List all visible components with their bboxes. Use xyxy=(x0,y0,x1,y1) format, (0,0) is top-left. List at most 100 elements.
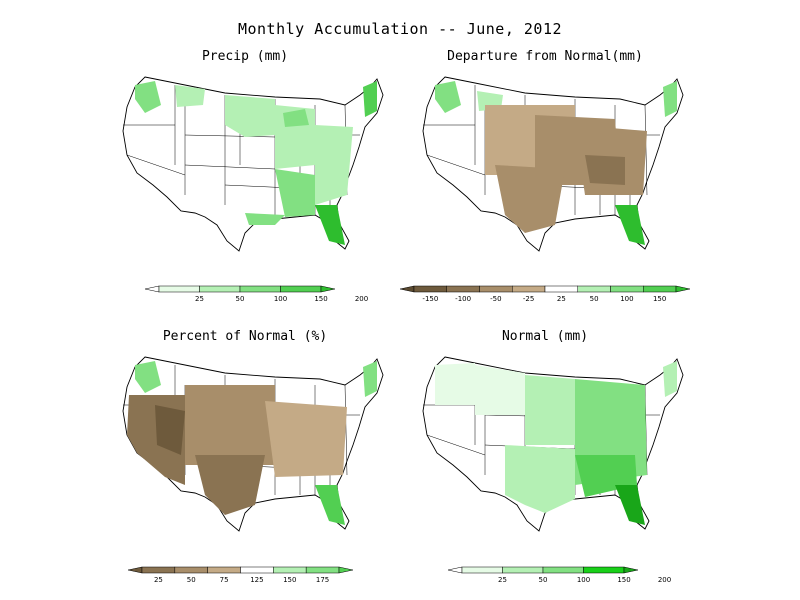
legend-label: 50 xyxy=(590,295,599,303)
legend-swatch xyxy=(447,566,463,574)
legend-swatch xyxy=(583,566,625,574)
departure-map-title: Departure from Normal(mm) xyxy=(447,49,643,64)
state-boundary xyxy=(184,164,276,170)
shaded-region xyxy=(265,401,347,477)
legend-swatch xyxy=(338,566,354,574)
legend-swatch xyxy=(240,566,274,574)
legend-label: 50 xyxy=(187,576,196,584)
percent-shading xyxy=(127,361,377,525)
departure-legend: -150 -100 -50 -25 25 50 100 150 xyxy=(399,284,691,306)
legend-label: 175 xyxy=(316,576,329,584)
legend-label: 25 xyxy=(498,576,507,584)
legend-label: 150 xyxy=(617,576,630,584)
state-boundary xyxy=(426,154,486,176)
shaded-region xyxy=(135,361,161,393)
normal-map-panel: Normal (mm) xyxy=(395,329,695,535)
normal-map-title: Normal (mm) xyxy=(501,329,589,344)
percent-map-panel: Percent of Normal (%) xyxy=(95,329,395,535)
legend-swatch xyxy=(577,285,611,293)
legend-label: 100 xyxy=(577,576,590,584)
legend-swatch xyxy=(273,566,307,574)
legend-swatch xyxy=(461,566,503,574)
page-title: Monthly Accumulation -- June, 2012 xyxy=(237,20,563,38)
precip-map-panel: Precip (mm) xyxy=(95,49,395,255)
percent-legend: 25 50 75 125 150 175 xyxy=(127,565,354,587)
legend-label: 75 xyxy=(220,576,229,584)
shaded-region xyxy=(275,169,315,217)
shaded-region xyxy=(315,205,345,245)
legend-swatch xyxy=(610,285,644,293)
precip-map xyxy=(122,76,384,252)
shaded-region xyxy=(225,95,275,137)
precip-map-title: Precip (mm) xyxy=(201,49,289,64)
normal-legend-bar: 25 50 100 150 200 xyxy=(447,566,671,584)
legend-label: 150 xyxy=(283,576,296,584)
shaded-region xyxy=(585,155,625,185)
legend-label: 100 xyxy=(620,295,633,303)
legend-label: 100 xyxy=(274,295,287,303)
legend-label: 150 xyxy=(314,295,327,303)
legend-label: 25 xyxy=(195,295,204,303)
legend-swatch xyxy=(144,285,160,293)
legend-swatch xyxy=(399,285,415,293)
shaded-region xyxy=(283,109,309,127)
percent-legend-bar: 25 50 75 125 150 175 xyxy=(127,566,354,584)
precip-legend-bar: 25 50 100 150 200 xyxy=(144,285,368,303)
shaded-region xyxy=(435,81,461,113)
legend-swatch xyxy=(127,566,143,574)
shaded-region xyxy=(185,385,275,465)
legend-label: 200 xyxy=(355,295,368,303)
shaded-region xyxy=(363,361,377,397)
legend-swatch xyxy=(675,285,691,293)
legend-label: 25 xyxy=(154,576,163,584)
legend-label: -25 xyxy=(523,295,534,303)
legend-swatch xyxy=(141,566,176,574)
legend-swatch xyxy=(446,285,480,293)
legend-label: 25 xyxy=(557,295,566,303)
legend-swatch xyxy=(199,285,241,293)
state-boundary xyxy=(184,134,276,138)
percent-map xyxy=(122,356,384,532)
legend-label: -150 xyxy=(422,295,438,303)
departure-shading xyxy=(435,81,677,245)
legend-label: 50 xyxy=(236,295,245,303)
precip-legend: 25 50 100 150 200 xyxy=(144,284,368,306)
departure-map xyxy=(422,76,684,252)
legend-swatch xyxy=(158,285,200,293)
legend-label: 125 xyxy=(250,576,263,584)
shaded-region xyxy=(615,205,645,245)
legend-swatch xyxy=(239,285,281,293)
shaded-region xyxy=(505,445,575,513)
shaded-region xyxy=(245,213,285,225)
shaded-region xyxy=(435,363,475,405)
legend-swatch xyxy=(623,566,639,574)
legend-swatch xyxy=(502,566,544,574)
departure-legend-bar: -150 -100 -50 -25 25 50 100 150 xyxy=(399,285,691,303)
legend-swatch xyxy=(544,285,578,293)
legend-label: 150 xyxy=(653,295,666,303)
shaded-region xyxy=(175,85,205,107)
shaded-region xyxy=(363,81,377,117)
legend-swatch xyxy=(305,566,340,574)
precip-shading xyxy=(135,81,377,245)
legend-swatch xyxy=(643,285,677,293)
normal-shading xyxy=(435,361,677,525)
shaded-region xyxy=(475,365,525,415)
legend-swatch xyxy=(280,285,322,293)
legend-swatch xyxy=(320,285,336,293)
shaded-region xyxy=(315,485,345,525)
legend-swatch xyxy=(207,566,241,574)
percent-map-title: Percent of Normal (%) xyxy=(162,329,328,344)
shaded-region xyxy=(525,375,575,445)
state-boundary xyxy=(344,384,348,476)
state-boundary xyxy=(644,104,648,196)
shaded-region xyxy=(615,485,645,525)
legend-label: 50 xyxy=(539,576,548,584)
legend-swatch xyxy=(413,285,447,293)
legend-swatch xyxy=(512,285,546,293)
shaded-region xyxy=(663,81,677,117)
legend-label: 200 xyxy=(658,576,671,584)
shaded-region xyxy=(315,125,353,205)
normal-map xyxy=(422,356,684,532)
legend-swatch xyxy=(479,285,513,293)
